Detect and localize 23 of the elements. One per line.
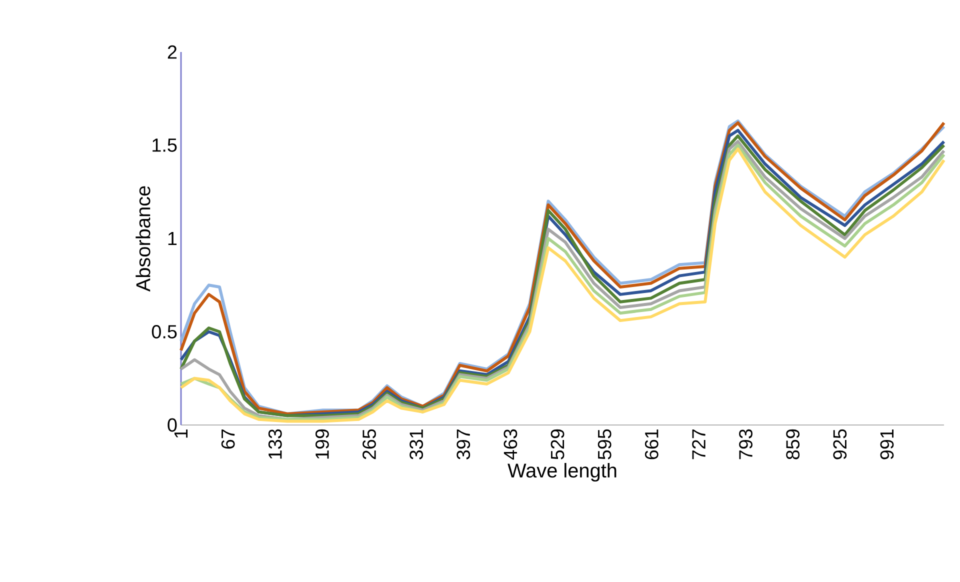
x-tick-label: 265 [362, 429, 376, 460]
x-tick-label: 463 [504, 429, 518, 460]
x-tick-label: 793 [739, 429, 752, 460]
x-tick-label: 661 [644, 429, 658, 460]
x-tick-label: 199 [315, 429, 329, 459]
x-tick-label: 727 [692, 429, 706, 460]
x-tick-label: 133 [268, 429, 282, 459]
y-tick-label: 1.5 [152, 138, 177, 152]
y-tick-label: 0 [168, 418, 177, 432]
x-tick-label: 859 [786, 429, 800, 460]
x-tick-label: 925 [833, 429, 847, 460]
x-tick-label: 67 [221, 429, 235, 449]
x-tick-label: 331 [410, 429, 424, 460]
x-tick-label: 595 [598, 429, 612, 460]
y-tick-label: 2 [168, 45, 177, 59]
x-tick-label: 529 [550, 429, 564, 460]
y-tick-label: 0.5 [152, 325, 177, 338]
x-tick-label: 1 [174, 429, 188, 438]
x-tick-label: 991 [880, 429, 894, 460]
y-tick-label: 1 [168, 232, 177, 246]
y-axis-title: Absorbance [136, 186, 150, 292]
x-tick-label: 397 [456, 429, 470, 460]
x-axis-title: Wave length [508, 462, 616, 482]
